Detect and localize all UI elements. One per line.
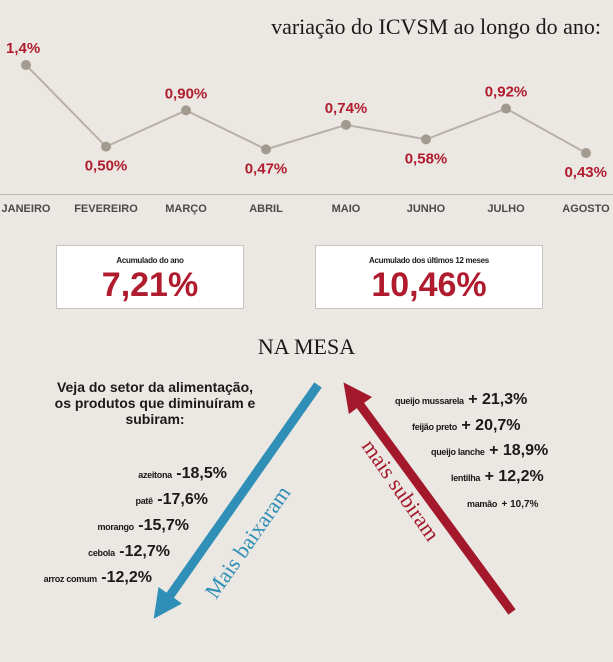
data-point (181, 105, 191, 116)
product-name: cebola (88, 548, 115, 558)
decrease-arrow (153, 382, 322, 619)
data-label: 0,47% (245, 160, 288, 177)
data-label: 0,43% (564, 164, 607, 181)
x-tick-label: MARÇO (165, 203, 207, 215)
twelve-month-summary-box: Acumulado dos últimos 12 meses 10,46% (315, 245, 543, 309)
product-name: lentilha (451, 473, 481, 483)
data-point (341, 119, 351, 130)
data-label: 0,74% (325, 100, 368, 117)
product-name: patê (135, 496, 154, 506)
decrease-item: morango -15,7% (97, 517, 189, 535)
decrease-arrow-label: Mais baixaram (200, 481, 296, 603)
data-label: 0,58% (405, 150, 448, 167)
x-tick-label: JULHO (487, 203, 525, 215)
data-label: 1,4% (6, 40, 40, 57)
ytd-summary-box: Acumulado do ano 7,21% (56, 245, 244, 309)
data-label: 0,92% (485, 84, 528, 101)
twelve-month-value: 10,46% (371, 266, 487, 304)
data-point (421, 134, 431, 145)
increase-arrow (343, 382, 516, 615)
increase-item: queijo mussarela + 21,3% (395, 391, 527, 409)
twelve-month-label: Acumulado dos últimos 12 meses (369, 256, 489, 265)
product-name: queijo lanche (431, 447, 485, 457)
product-change: -12,2% (101, 569, 152, 586)
series-line (25, 64, 587, 154)
product-name: morango (97, 522, 134, 532)
product-change: + 12,2% (484, 468, 544, 485)
data-label: 0,90% (165, 85, 208, 102)
data-point (21, 60, 31, 70)
data-point (581, 148, 591, 158)
data-label: 0,50% (85, 158, 128, 175)
intro-text: Veja do setor da alimentação, os produto… (54, 379, 256, 427)
icvsm-line-chart: 1,4% JANEIRO 0,50% FEVEREIRO 0,90% MARÇO 0,47%… (2, 40, 611, 215)
decrease-item: cebola -12,7% (88, 543, 170, 561)
product-change: -12,7% (119, 543, 170, 560)
product-change: + 10,7% (501, 499, 539, 510)
increase-item: mamão + 10,7% (467, 494, 538, 512)
product-name: arroz comum (43, 574, 98, 584)
ytd-label: Acumulado do ano (116, 256, 184, 265)
product-change: + 21,3% (468, 391, 528, 408)
increase-item: queijo lanche + 18,9% (431, 442, 548, 460)
x-tick-label: AGOSTO (562, 203, 610, 215)
increase-item: feijão preto + 20,7% (412, 417, 521, 435)
product-change: + 18,9% (489, 442, 549, 459)
product-name: queijo mussarela (395, 396, 464, 406)
data-point (261, 144, 271, 155)
ytd-value: 7,21% (101, 266, 199, 304)
product-name: mamão (467, 499, 498, 509)
data-point (501, 103, 511, 114)
section-title: NA MESA (257, 334, 356, 359)
x-tick-label: MAIO (332, 203, 361, 215)
chart-title: variação do ICVSM ao longo do ano: (271, 14, 601, 39)
x-tick-label: FEVEREIRO (74, 203, 138, 215)
x-tick-label: JUNHO (407, 203, 446, 215)
decrease-item: azeitona -18,5% (138, 465, 227, 483)
product-change: -18,5% (176, 465, 227, 482)
product-change: + 20,7% (461, 417, 521, 434)
product-name: feijão preto (412, 422, 457, 432)
x-tick-label: JANEIRO (2, 203, 51, 215)
increase-item: lentilha + 12,2% (451, 468, 544, 486)
decrease-item: arroz comum -12,2% (44, 569, 152, 587)
decrease-item: patê -17,6% (136, 491, 208, 509)
product-change: -17,6% (157, 491, 208, 508)
x-axis-line (0, 194, 613, 195)
data-point (101, 141, 111, 152)
product-change: -15,7% (138, 517, 189, 534)
x-tick-label: ABRIL (249, 203, 283, 215)
product-name: azeitona (138, 470, 172, 480)
